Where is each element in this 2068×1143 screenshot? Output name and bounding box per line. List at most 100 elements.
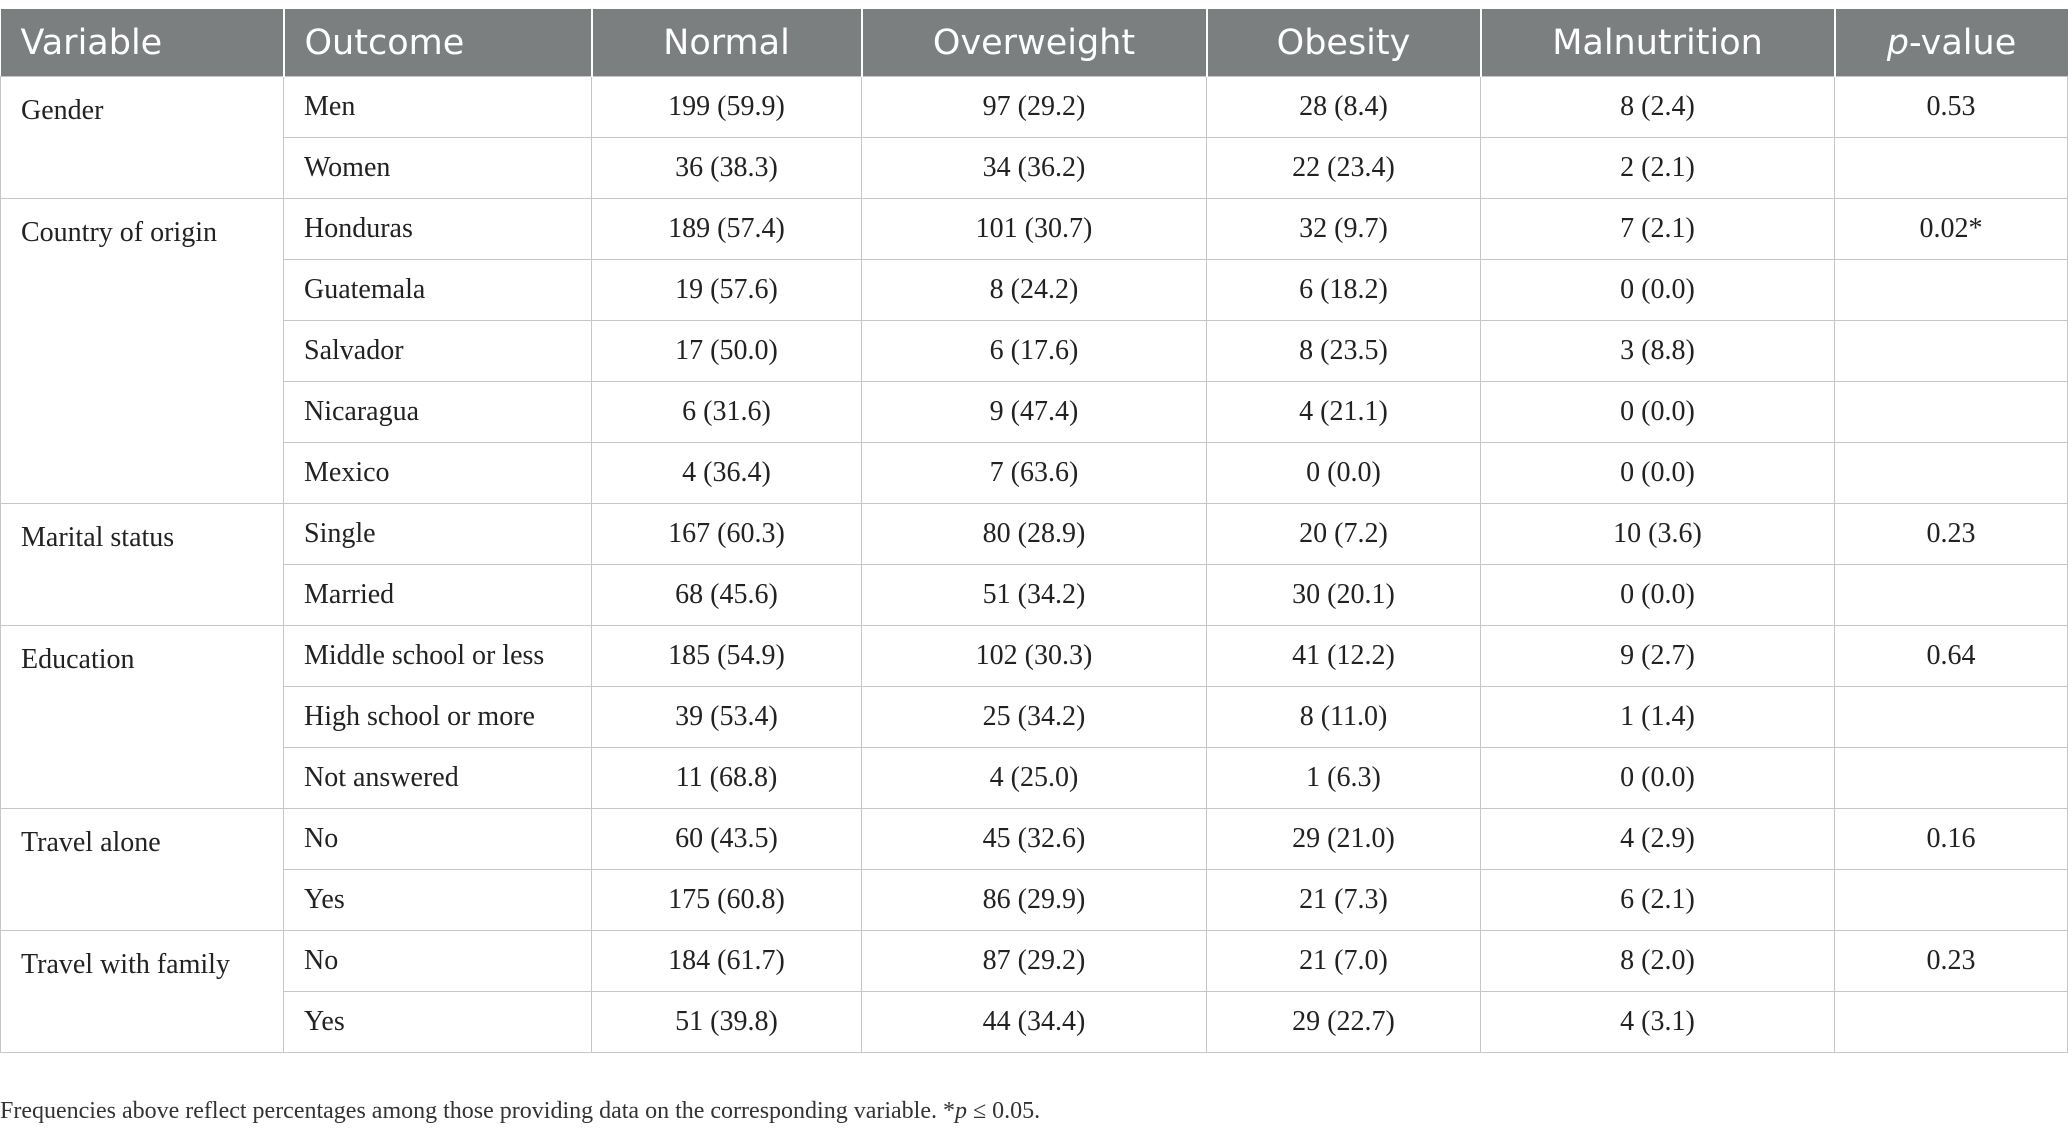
obesity-cell: 30 (20.1) bbox=[1206, 564, 1481, 626]
normal-cell: 36 (38.3) bbox=[591, 137, 862, 199]
obesity-cell: 28 (8.4) bbox=[1206, 76, 1481, 138]
obesity-cell: 20 (7.2) bbox=[1206, 503, 1481, 565]
overweight-cell: 51 (34.2) bbox=[861, 564, 1207, 626]
header-normal: Normal bbox=[590, 9, 862, 77]
overweight-cell: 102 (30.3) bbox=[861, 625, 1207, 687]
p-value-cell bbox=[1834, 747, 2068, 809]
obesity-cell: 22 (23.4) bbox=[1206, 137, 1481, 199]
table-row: Guatemala 19 (57.6) 8 (24.2) 6 (18.2) 0 (0.0… bbox=[1, 259, 2068, 321]
overweight-cell: 4 (25.0) bbox=[861, 747, 1207, 809]
header-row: Variable Outcome Normal Overweight Obesi… bbox=[0, 9, 2068, 77]
normal-cell: 189 (57.4) bbox=[591, 198, 862, 260]
obesity-cell: 6 (18.2) bbox=[1206, 259, 1481, 321]
p-value-cell: 0.16 bbox=[1834, 808, 2068, 870]
normal-cell: 4 (36.4) bbox=[591, 442, 862, 504]
variable-cell: Marital status bbox=[0, 503, 284, 626]
outcome-cell: Middle school or less bbox=[283, 625, 592, 687]
data-table: Variable Outcome Normal Overweight Obesi… bbox=[0, 9, 2068, 1053]
p-value-cell bbox=[1834, 869, 2068, 931]
malnutrition-cell: 3 (8.8) bbox=[1480, 320, 1835, 382]
overweight-cell: 9 (47.4) bbox=[861, 381, 1207, 443]
overweight-cell: 7 (63.6) bbox=[861, 442, 1207, 504]
normal-cell: 175 (60.8) bbox=[591, 869, 862, 931]
header-malnutrition: Malnutrition bbox=[1479, 9, 1835, 77]
p-value-cell bbox=[1834, 686, 2068, 748]
obesity-cell: 29 (21.0) bbox=[1206, 808, 1481, 870]
table-row: Marital status Single 167 (60.3) 80 (28.9) 2… bbox=[0, 503, 2068, 626]
overweight-cell: 86 (29.9) bbox=[861, 869, 1207, 931]
obesity-cell: 21 (7.0) bbox=[1206, 930, 1481, 992]
variable-cell: Travel alone bbox=[0, 808, 284, 931]
table-row: Salvador 17 (50.0) 6 (17.6) 8 (23.5) 3 (8.8) bbox=[1, 320, 2068, 382]
obesity-cell: 21 (7.3) bbox=[1206, 869, 1481, 931]
normal-cell: 39 (53.4) bbox=[591, 686, 862, 748]
table-row: Travel alone No 60 (43.5) 45 (32.6) 29 (21.0… bbox=[0, 808, 2068, 931]
outcome-cell: High school or more bbox=[283, 686, 592, 748]
table-body: Gender Men 199 (59.9) 97 (29.2) 28 (8.4) 8 (2… bbox=[0, 76, 2068, 1053]
malnutrition-cell: 7 (2.1) bbox=[1480, 198, 1835, 260]
p-value-cell: 0.23 bbox=[1834, 930, 2068, 992]
obesity-cell: 41 (12.2) bbox=[1206, 625, 1481, 687]
table-row: Nicaragua 6 (31.6) 9 (47.4) 4 (21.1) 0 (0.0) bbox=[1, 381, 2068, 443]
outcome-cell: Married bbox=[283, 564, 592, 626]
table-row: Women 36 (38.3) 34 (36.2) 22 (23.4) 2 (2.1) bbox=[1, 137, 2068, 199]
p-value-cell bbox=[1834, 320, 2068, 382]
malnutrition-cell: 0 (0.0) bbox=[1480, 564, 1835, 626]
overweight-cell: 6 (17.6) bbox=[861, 320, 1207, 382]
variable-cell: Gender bbox=[0, 76, 284, 199]
footnote-text: Frequencies above reflect percentages am… bbox=[0, 1098, 955, 1124]
overweight-cell: 87 (29.2) bbox=[861, 930, 1207, 992]
p-value-cell: 0.02* bbox=[1834, 198, 2068, 260]
outcome-cell: Yes bbox=[283, 991, 592, 1053]
normal-cell: 17 (50.0) bbox=[591, 320, 862, 382]
table-row: Not answered 11 (68.8) 4 (25.0) 1 (6.3) 0 (0… bbox=[1, 747, 2068, 809]
malnutrition-cell: 0 (0.0) bbox=[1480, 747, 1835, 809]
normal-cell: 6 (31.6) bbox=[591, 381, 862, 443]
overweight-cell: 80 (28.9) bbox=[861, 503, 1207, 565]
normal-cell: 60 (43.5) bbox=[591, 808, 862, 870]
malnutrition-cell: 0 (0.0) bbox=[1480, 259, 1835, 321]
normal-cell: 199 (59.9) bbox=[591, 76, 862, 138]
p-value-cell: 0.23 bbox=[1834, 503, 2068, 565]
malnutrition-cell: 4 (2.9) bbox=[1480, 808, 1835, 870]
outcome-cell: Yes bbox=[283, 869, 592, 931]
header-obesity: Obesity bbox=[1205, 9, 1481, 77]
outcome-cell: Nicaragua bbox=[283, 381, 592, 443]
outcome-cell: Guatemala bbox=[283, 259, 592, 321]
normal-cell: 51 (39.8) bbox=[591, 991, 862, 1053]
outcome-cell: No bbox=[283, 930, 592, 992]
p-value-cell bbox=[1834, 259, 2068, 321]
footnote-p-letter: p bbox=[954, 1098, 967, 1124]
outcome-cell: Honduras bbox=[283, 198, 592, 260]
overweight-cell: 97 (29.2) bbox=[861, 76, 1207, 138]
table-row: High school or more 39 (53.4) 25 (34.2) 8 (… bbox=[1, 686, 2068, 748]
table-footnote: Frequencies above reflect percentages am… bbox=[0, 1098, 2060, 1125]
malnutrition-cell: 9 (2.7) bbox=[1480, 625, 1835, 687]
outcome-cell: Women bbox=[283, 137, 592, 199]
outcome-cell: No bbox=[283, 808, 592, 870]
obesity-cell: 29 (22.7) bbox=[1206, 991, 1481, 1053]
overweight-cell: 25 (34.2) bbox=[861, 686, 1207, 748]
header-p-value: p-value bbox=[1833, 9, 2068, 77]
normal-cell: 184 (61.7) bbox=[591, 930, 862, 992]
header-outcome: Outcome bbox=[282, 9, 592, 77]
variable-cell: Education bbox=[0, 625, 284, 809]
outcome-cell: Not answered bbox=[283, 747, 592, 809]
outcome-cell: Mexico bbox=[283, 442, 592, 504]
obesity-cell: 32 (9.7) bbox=[1206, 198, 1481, 260]
outcome-cell: Salvador bbox=[283, 320, 592, 382]
table-row: Country of origin Honduras 189 (57.4) 101 (… bbox=[0, 198, 2068, 504]
malnutrition-cell: 1 (1.4) bbox=[1480, 686, 1835, 748]
normal-cell: 11 (68.8) bbox=[591, 747, 862, 809]
overweight-cell: 101 (30.7) bbox=[861, 198, 1207, 260]
header-p-letter: p bbox=[1886, 22, 1909, 63]
malnutrition-cell: 8 (2.0) bbox=[1480, 930, 1835, 992]
header-p-suffix: -value bbox=[1908, 22, 2017, 63]
table-row: Yes 175 (60.8) 86 (29.9) 21 (7.3) 6 (2.1) bbox=[1, 869, 2068, 931]
p-value-cell bbox=[1834, 991, 2068, 1053]
overweight-cell: 34 (36.2) bbox=[861, 137, 1207, 199]
obesity-cell: 8 (23.5) bbox=[1206, 320, 1481, 382]
malnutrition-cell: 10 (3.6) bbox=[1480, 503, 1835, 565]
p-value-cell bbox=[1834, 381, 2068, 443]
p-value-cell bbox=[1834, 564, 2068, 626]
